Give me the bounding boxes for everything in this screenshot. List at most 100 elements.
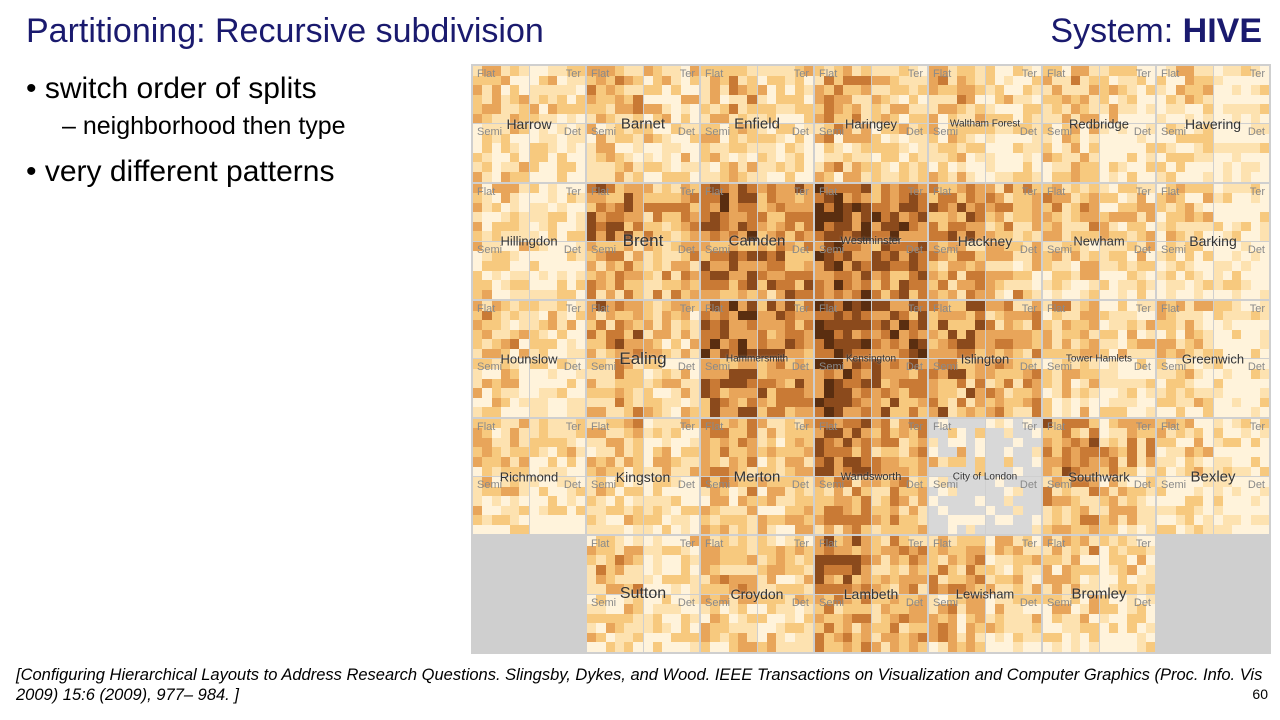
borough-cell: FlatTerSemiDetLambeth [815,536,927,652]
title-right-prefix: System: [1050,12,1182,50]
borough-cell: FlatTerSemiDetBromley [1043,536,1155,652]
treemap-visualization: FlatTerSemiDetHarrowFlatTerSemiDetBarnet… [471,64,1271,654]
quad-label: Flat [931,68,953,80]
quad-flat: Flat [587,419,643,476]
quad-flat: Flat [929,301,985,358]
quad-label: Det [562,479,583,491]
borough-cell: FlatTerSemiDetKingston [587,419,699,535]
quad-label: Flat [1159,421,1181,433]
borough-cell: FlatTerSemiDetBarnet [587,66,699,182]
borough-name: Merton [734,468,781,485]
quad-semi: Semi [929,124,985,181]
quad-label: Ter [1134,538,1153,550]
quad-label: Semi [1159,244,1188,256]
quad-det: Det [644,477,700,534]
quad-label: Det [1246,126,1267,138]
borough-name: Lambeth [844,586,898,602]
quad-label: Det [904,244,925,256]
quad-ter: Ter [758,301,814,358]
quad-det: Det [758,595,814,652]
quad-label: Det [790,126,811,138]
page-number: 60 [1252,686,1268,702]
quad-label: Det [676,361,697,373]
borough-name: Camden [729,233,786,250]
quad-det: Det [986,359,1042,416]
quad-label: Ter [1248,421,1267,433]
quad-label: Det [790,479,811,491]
quad-label: Flat [1045,303,1067,315]
quad-ter: Ter [872,536,928,593]
borough-name: Westminster [841,235,902,247]
quad-label: Semi [589,361,618,373]
quad-ter: Ter [986,66,1042,123]
borough-name: Barnet [621,115,665,132]
quad-label: Ter [564,421,583,433]
quad-label: Ter [564,303,583,315]
quad-semi: Semi [1043,124,1099,181]
quad-semi: Semi [473,242,529,299]
quad-label: Semi [703,126,732,138]
quad-label: Ter [1134,303,1153,315]
borough-name: Islington [961,351,1009,366]
quad-ter: Ter [872,184,928,241]
quad-flat: Flat [1157,301,1213,358]
borough-name: Haringey [845,116,897,131]
quad-label: Det [1246,479,1267,491]
quad-label: Det [676,479,697,491]
quad-ter: Ter [872,301,928,358]
borough-cell: FlatTerSemiDetWestminster [815,184,927,300]
quad-label: Ter [1248,68,1267,80]
quad-label: Ter [678,538,697,550]
quad-label: Ter [1020,538,1039,550]
quad-label: Ter [678,68,697,80]
quad-det: Det [758,242,814,299]
quad-label: Flat [589,303,611,315]
quad-ter: Ter [986,536,1042,593]
borough-cell: FlatTerSemiDetRedbridge [1043,66,1155,182]
quad-ter: Ter [1100,301,1156,358]
quad-ter: Ter [1214,184,1270,241]
quad-flat: Flat [929,184,985,241]
quad-det: Det [758,124,814,181]
citation-text: [Configuring Hierarchical Layouts to Add… [16,665,1264,706]
quad-label: Det [1132,244,1153,256]
quad-label: Ter [1020,68,1039,80]
borough-cell: FlatTerSemiDetHammersmith [701,301,813,417]
quad-label: Flat [703,186,725,198]
quad-label: Flat [703,538,725,550]
quad-label: Det [1132,479,1153,491]
quad-label: Flat [703,68,725,80]
quad-label: Flat [817,421,839,433]
quad-label: Flat [817,68,839,80]
borough-cell: FlatTerSemiDetGreenwich [1157,301,1269,417]
quad-semi: Semi [929,477,985,534]
quad-det: Det [1100,359,1156,416]
quad-label: Ter [1134,186,1153,198]
quad-flat: Flat [929,66,985,123]
quad-label: Flat [817,538,839,550]
borough-cell: FlatTerSemiDetSutton [587,536,699,652]
quad-flat: Flat [473,301,529,358]
quad-flat: Flat [1043,419,1099,476]
quad-det: Det [530,242,586,299]
quad-label: Semi [817,126,846,138]
quad-label: Semi [931,361,960,373]
quad-ter: Ter [872,66,928,123]
quad-ter: Ter [986,301,1042,358]
quad-label: Flat [703,421,725,433]
quad-det: Det [872,477,928,534]
quad-label: Ter [792,421,811,433]
quad-label: Det [1018,479,1039,491]
quad-label: Det [1018,126,1039,138]
quad-det: Det [530,124,586,181]
quad-label: Det [676,244,697,256]
quad-label: Semi [1159,126,1188,138]
slide-title-right: System: HIVE [1050,12,1262,51]
quad-label: Det [676,597,697,609]
quad-flat: Flat [1043,301,1099,358]
quad-semi: Semi [1043,242,1099,299]
quad-ter: Ter [644,419,700,476]
quad-ter: Ter [530,419,586,476]
quad-flat: Flat [1157,66,1213,123]
quad-label: Ter [906,421,925,433]
